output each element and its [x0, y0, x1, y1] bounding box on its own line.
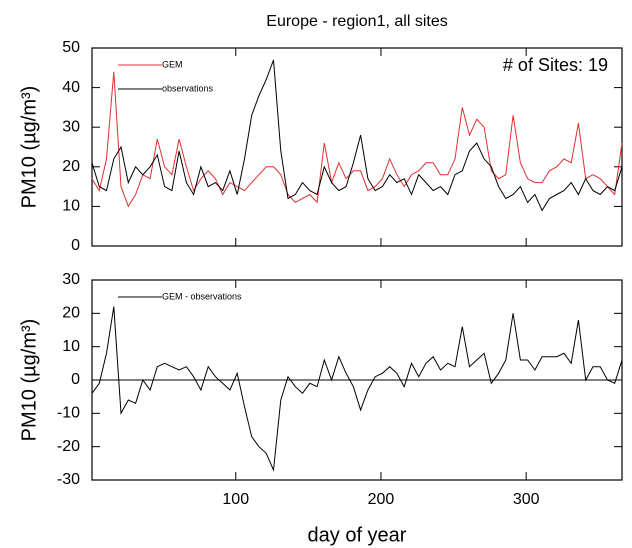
y-axis-label: PM10 (µg/m³): [18, 319, 40, 442]
y-tick-label: -20: [57, 438, 80, 455]
y-tick-label: 20: [62, 158, 80, 175]
legend-label: GEM: [162, 59, 183, 69]
plot-frame: [91, 47, 623, 247]
y-tick-label: 10: [62, 198, 80, 215]
line-series: [91, 71, 623, 208]
line-series: [91, 59, 623, 212]
chart-title: Europe - region1, all sites: [266, 13, 447, 30]
y-tick-label: -30: [57, 471, 80, 488]
y-tick-label: 10: [62, 338, 80, 355]
x-tick-label: 200: [368, 491, 395, 508]
y-tick-label: -10: [57, 405, 80, 422]
x-axis-label: day of year: [308, 524, 407, 546]
y-tick-label: 30: [62, 271, 80, 288]
legend-label: GEM - observations: [162, 291, 242, 301]
y-tick-label: 50: [62, 39, 80, 56]
y-tick-label: 40: [62, 79, 80, 96]
y-tick-label: 0: [71, 237, 80, 254]
y-tick-label: 30: [62, 118, 80, 135]
legend-label: observations: [162, 83, 214, 93]
line-series: [91, 306, 623, 472]
x-tick-label: 100: [222, 491, 249, 508]
y-tick-label: 0: [71, 371, 80, 388]
annotation: # of Sites: 19: [503, 55, 608, 75]
y-tick-label: 20: [62, 305, 80, 322]
y-axis-label: PM10 (µg/m³): [18, 86, 40, 209]
x-tick-label: 300: [513, 491, 540, 508]
